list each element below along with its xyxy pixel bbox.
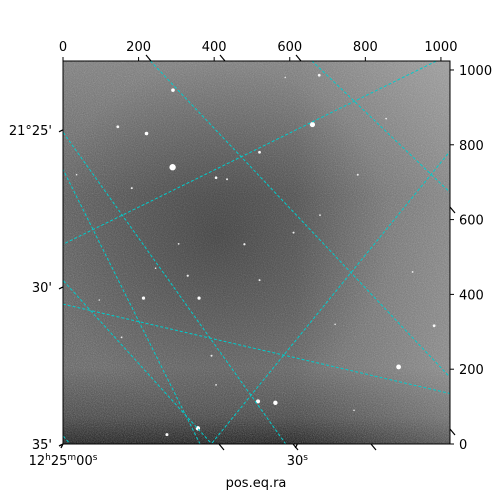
star-source	[226, 178, 229, 181]
star-source	[141, 296, 146, 300]
star-source	[214, 176, 218, 179]
star-source	[353, 409, 355, 412]
star-source	[130, 187, 133, 190]
grid-line	[63, 131, 287, 444]
star-source	[292, 231, 295, 234]
ra-value: 00	[76, 454, 93, 469]
star-source	[154, 267, 157, 270]
grid-edge-mark	[449, 206, 456, 214]
star-source	[385, 117, 388, 120]
y-tick-label: 600	[459, 214, 484, 229]
star-source	[411, 271, 414, 273]
star-source	[177, 242, 180, 245]
x-tick-label: 800	[353, 40, 378, 55]
ra-value: 30	[287, 454, 304, 469]
x-tick-label: 0	[59, 40, 67, 55]
axis-ticks: 0 200 400 600 800 1000 0 200 400 600 800 1000 21°25'…	[9, 40, 492, 469]
dec-tick-label: 35'	[32, 438, 52, 453]
ra-unit-superscript: s	[93, 453, 98, 463]
ra-unit-superscript: h	[45, 453, 51, 463]
ra-tick-mark	[60, 443, 64, 449]
y-tick-label: 800	[459, 139, 484, 154]
stars-layer	[75, 73, 436, 437]
star-source	[215, 384, 217, 386]
x-tick-label: 400	[202, 40, 227, 55]
dec-tick-mark	[58, 129, 64, 133]
ra-value: 25	[51, 454, 68, 469]
grid-edge-mark	[449, 428, 456, 436]
star-source	[98, 299, 101, 301]
y-tick-label: 200	[459, 363, 484, 378]
star-source	[356, 173, 359, 176]
star-source	[186, 274, 189, 277]
grid-line	[63, 279, 213, 444]
grid-line	[311, 61, 450, 194]
grid-line	[63, 61, 438, 245]
grid-edge-mark	[292, 443, 299, 451]
dec-tick-label: 21°25'	[9, 124, 52, 139]
grid-edge-mark	[370, 443, 377, 451]
x-axis-title: pos.eq.ra	[226, 476, 287, 491]
plot-frame	[62, 60, 451, 445]
star-source	[432, 324, 436, 328]
dec-tick-mark	[58, 286, 64, 290]
ra-tick-label: 12h25m00s	[29, 453, 98, 469]
star-source	[144, 131, 149, 136]
ra-unit-superscript: s	[303, 453, 308, 463]
star-source	[258, 150, 261, 154]
star-source	[317, 73, 321, 77]
star-source	[319, 214, 321, 216]
x-tick-label: 600	[277, 40, 302, 55]
ra-value: 12	[29, 454, 46, 469]
grid-line	[210, 150, 450, 444]
ra-unit-superscript: m	[67, 453, 76, 463]
dec-tick-label: 30'	[32, 281, 52, 296]
star-source	[197, 296, 201, 300]
star-source	[243, 243, 246, 246]
star-source	[116, 125, 120, 129]
x-tick-label: 1000	[424, 40, 457, 55]
star-source	[210, 354, 213, 357]
y-tick-label: 1000	[459, 64, 492, 79]
star-source	[258, 279, 261, 282]
grid-line	[63, 303, 450, 394]
grid-edge-mark	[219, 54, 226, 62]
star-source	[334, 323, 336, 326]
y-tick-label: 400	[459, 288, 484, 303]
star-source	[75, 173, 78, 176]
grid-edge-mark	[145, 54, 152, 62]
sky-image	[63, 61, 450, 444]
grid-edge-mark	[218, 443, 225, 451]
x-tick-label: 200	[126, 40, 151, 55]
grid-line	[63, 168, 201, 444]
star-source	[171, 88, 175, 92]
grid-line	[149, 61, 450, 378]
star-source	[256, 399, 261, 404]
star-source	[309, 121, 316, 128]
coordinate-grid	[63, 61, 450, 444]
star-source	[165, 433, 169, 437]
star-source	[120, 336, 123, 339]
star-source	[396, 364, 402, 370]
star-source	[169, 164, 176, 171]
y-tick-label: 0	[459, 438, 467, 453]
star-source	[284, 76, 287, 79]
grid-edge-mark	[295, 54, 302, 62]
star-source	[273, 400, 278, 406]
ra-tick-label: 30s	[287, 453, 309, 469]
